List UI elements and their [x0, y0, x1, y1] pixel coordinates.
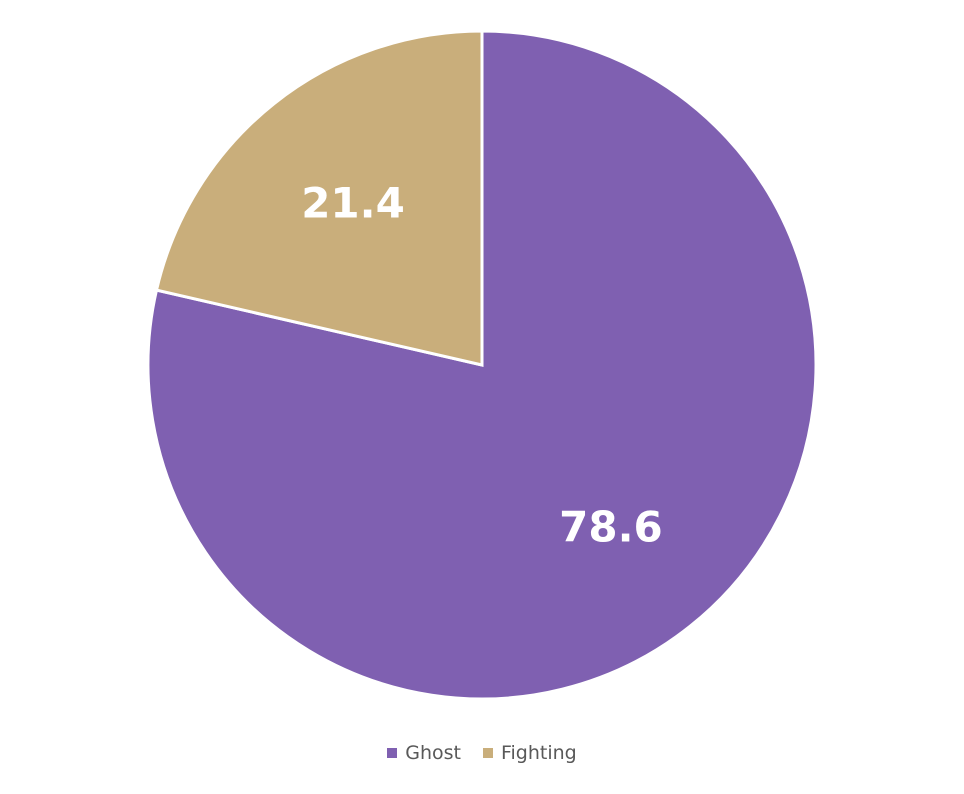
legend-label-fighting: Fighting [500, 742, 577, 764]
legend-swatch-ghost [387, 748, 398, 758]
data-label-ghost: 78.6 [559, 503, 663, 552]
legend: Ghost Fighting [0, 742, 964, 764]
pie-data-labels: 78.6 21.4 [301, 178, 663, 551]
pie-slice-ghost [146, 29, 818, 701]
legend-swatch-fighting [482, 748, 493, 758]
pie-slice-fighting [154, 29, 484, 367]
pie-slices [146, 29, 818, 701]
legend-label-ghost: Ghost [405, 742, 461, 764]
legend-item-fighting: Fighting [482, 742, 577, 764]
legend-item-ghost: Ghost [387, 742, 461, 764]
data-label-fighting: 21.4 [301, 178, 405, 227]
